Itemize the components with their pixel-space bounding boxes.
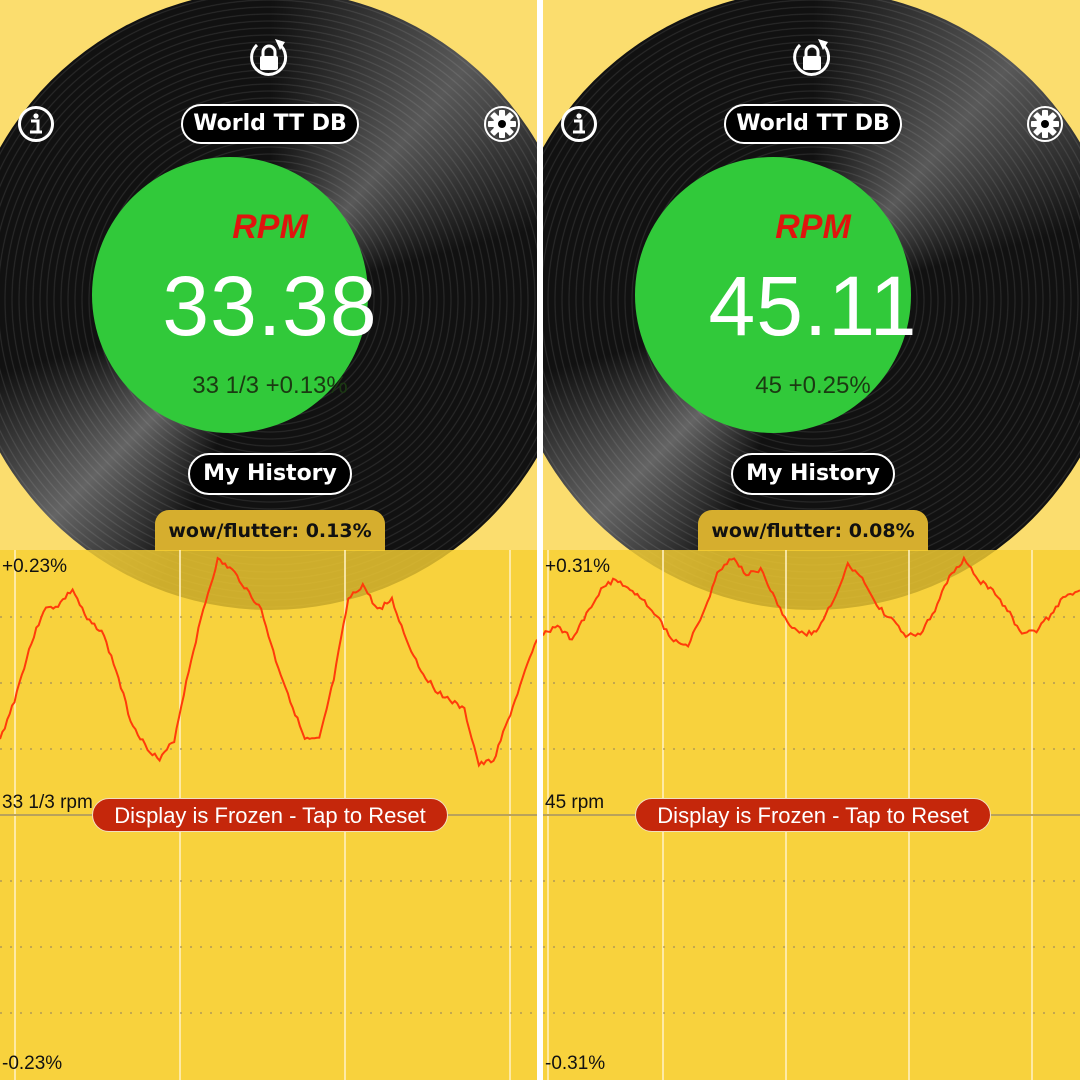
rpm-circle	[92, 157, 368, 433]
world-tt-db-button[interactable]: World TT DB	[181, 104, 359, 144]
rpm-value: 33.38	[162, 259, 378, 353]
my-history-button[interactable]: My History	[188, 453, 352, 495]
my-history-button[interactable]: My History	[731, 453, 895, 495]
info-icon[interactable]	[17, 105, 55, 143]
vinyl-record	[543, 0, 1080, 610]
y-mid-label: 33 1/3 rpm	[2, 792, 93, 813]
rpm-label: RPM	[232, 208, 308, 246]
y-top-label: +0.31%	[545, 556, 610, 577]
y-top-label: +0.23%	[2, 556, 67, 577]
frozen-reset-button[interactable]: Display is Frozen - Tap to Reset	[635, 798, 991, 832]
gear-icon[interactable]	[483, 105, 521, 143]
speed-chart[interactable]: +0.31% 45 rpm -0.31% Display is Frozen -…	[543, 550, 1080, 1080]
right-panel: RPM 45.11 45 +0.25% World TT DB My Histo…	[543, 0, 1080, 1080]
speed-trace-line	[543, 555, 1080, 648]
info-icon[interactable]	[560, 105, 598, 143]
world-tt-db-button[interactable]: World TT DB	[724, 104, 902, 144]
rpm-deviation: 33 1/3 +0.13%	[192, 372, 348, 399]
speed-trace-line	[0, 556, 537, 768]
vinyl-record	[0, 0, 537, 610]
wow-flutter-readout: wow/flutter: 0.13%	[155, 510, 385, 551]
rpm-label: RPM	[775, 208, 851, 246]
rotation-lock-icon[interactable]	[247, 36, 291, 80]
gear-icon[interactable]	[1026, 105, 1064, 143]
rotation-lock-icon[interactable]	[790, 36, 834, 80]
y-mid-label: 45 rpm	[545, 792, 605, 813]
speed-chart[interactable]: +0.23% 33 1/3 rpm -0.23% Display is Froz…	[0, 550, 537, 1080]
panel-divider	[537, 0, 543, 1080]
y-bottom-label: -0.23%	[2, 1053, 63, 1074]
rpm-circle	[635, 157, 911, 433]
frozen-reset-button[interactable]: Display is Frozen - Tap to Reset	[92, 798, 448, 832]
wow-flutter-readout: wow/flutter: 0.08%	[698, 510, 928, 551]
y-bottom-label: -0.31%	[545, 1053, 606, 1074]
rpm-deviation: 45 +0.25%	[755, 372, 871, 399]
rpm-value: 45.11	[708, 259, 918, 353]
left-panel: RPM 33.38 33 1/3 +0.13% World TT DB My H…	[0, 0, 537, 1080]
